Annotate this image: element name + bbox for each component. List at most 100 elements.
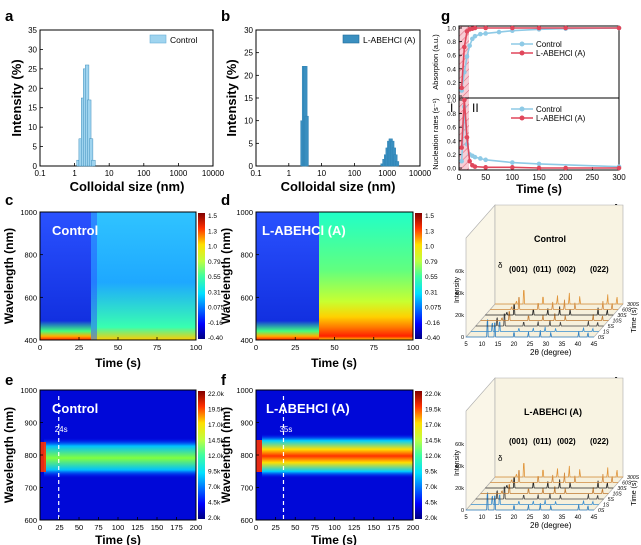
y-axis-label-c: Wavelength (nm) xyxy=(2,228,16,324)
colorbar-tick-c: 0.31 xyxy=(208,289,221,296)
y-axis-i: 0 20k 40k 60k xyxy=(455,442,464,514)
colorbar-tick-f: 2.0k xyxy=(425,515,438,522)
bar-a xyxy=(89,138,94,167)
y-tick-label-a: 25 xyxy=(28,65,37,74)
colorbar-tick-f: 17.0k xyxy=(425,422,442,429)
y-tick-label-e: 1000 xyxy=(20,386,37,395)
y-tick-label-b: 0 xyxy=(249,162,254,171)
axes-frame-b xyxy=(255,29,421,167)
colorbar-tick-c: 1.0 xyxy=(208,244,217,251)
y-tick-label-b: 5 xyxy=(249,139,254,148)
x-axis-c: 0 25 50 75 100 xyxy=(38,337,202,352)
peak-label-011-h: (011) xyxy=(533,265,552,274)
colorbar-labels-d: 1.5 1.3 1.0 0.79 0.55 0.31 0.075 -0.16 -0.40 xyxy=(425,213,442,342)
colorbar-tick-c: 1.5 xyxy=(208,213,217,220)
x-tick-label-i: 45 xyxy=(591,515,598,521)
y-tick-label-f: 800 xyxy=(240,451,253,460)
x-tick-label-a: 1 xyxy=(72,169,77,178)
x-tick-label-i: 30 xyxy=(543,515,550,521)
xrd-title-h: Control xyxy=(534,234,566,244)
colorbar-tick-f: 22.0k xyxy=(425,391,442,398)
y-axis-h: 0 20k 40k 60k xyxy=(455,269,464,341)
x-tick-label-i: 40 xyxy=(575,515,582,521)
series-point-g-top xyxy=(478,31,483,37)
y-tick-label-b: 20 xyxy=(244,71,253,80)
region-label-I: I xyxy=(450,101,453,115)
heatmap-band-f xyxy=(262,434,413,478)
x-tick-label-f: 100 xyxy=(328,523,341,532)
heatmap-after-c xyxy=(91,212,196,340)
colorbar-tick-c: 0.55 xyxy=(208,274,221,281)
xrd-trace-h xyxy=(490,297,619,310)
time-label-h: 1S xyxy=(603,330,610,336)
colorbar-tick-c: -0.40 xyxy=(208,335,223,342)
x-tick-label-b: 10 xyxy=(317,169,326,178)
chart-g: g 0.00.20.40.60.81.0 0.00.20.40.60.81.0 … xyxy=(431,8,626,196)
heatmap-title-e: Control xyxy=(52,401,98,416)
x-axis-label-h: 2θ (degree) xyxy=(530,348,572,357)
x-tick-label-b: 100 xyxy=(348,169,362,178)
legend-g-bottom: Control L-ABEHCl (A) xyxy=(511,105,586,123)
x-tick-label-b: 1000 xyxy=(378,169,396,178)
series-point-g-bottom xyxy=(462,97,467,103)
colorbar-labels-f: 22.0k 19.5k 17.0k 14.5k 12.0k 9.5k 7.0k 4.5k 2.0… xyxy=(425,391,442,522)
series-point-g-top xyxy=(464,54,470,59)
x-tick-label-d: 75 xyxy=(370,343,378,352)
colorbar-tick-e: 7.0k xyxy=(208,484,221,491)
colorbar-labels-e: 22.0k 19.5k 17.0k 14.5k 12.0k 9.5k 7.0k 4.5k 2.0… xyxy=(208,391,225,522)
colorbar-tick-d: 0.31 xyxy=(425,289,438,296)
x-axis-h: 5 10 15 20 25 30 35 40 45 xyxy=(464,342,598,348)
y-tick-label-d: 600 xyxy=(240,293,253,302)
colorbar-tick-f: 19.5k xyxy=(425,407,442,414)
y-tick-label-h: 40k xyxy=(455,291,464,297)
x-tick-label-f: 150 xyxy=(367,523,380,532)
y-tick-label-b: 15 xyxy=(244,94,253,103)
time-label-h: 0S xyxy=(598,335,605,341)
series-point-g-bottom xyxy=(510,160,515,165)
x-axis-d: 0 25 50 75 100 xyxy=(254,337,419,352)
y-tick-label-f: 900 xyxy=(240,419,253,428)
x-axis-f: 0 25 50 75 100 125 150 175 200 xyxy=(254,517,419,532)
x-axis-label-e: Time (s) xyxy=(95,533,141,545)
x-tick-label-g: 50 xyxy=(481,173,490,182)
series-point-g-top xyxy=(563,25,568,31)
legend-label-a: Control xyxy=(170,35,198,45)
y-tick-label-d: 800 xyxy=(240,251,253,260)
time-label-h: 30S xyxy=(617,313,627,319)
x-tick-label-h: 10 xyxy=(479,342,486,348)
xrd-trace-i xyxy=(490,470,619,483)
x-axis-e: 0 25 50 75 100 125 150 175 200 xyxy=(38,517,202,532)
colorbar-tick-e: 9.5k xyxy=(208,469,221,476)
legend-marker-g-top-abehcl xyxy=(519,50,525,56)
x-tick-label-f: 75 xyxy=(311,523,319,532)
y-axis-label-e: Wavelength (nm) xyxy=(2,407,16,503)
xrd-trace-i xyxy=(480,484,609,494)
colorbar-tick-e: 12.0k xyxy=(208,453,225,460)
x-tick-label-g: 250 xyxy=(586,173,600,182)
series-point-g-top xyxy=(616,25,622,31)
xrd-trace-i xyxy=(466,492,594,511)
y-tick-label-f: 1000 xyxy=(236,386,253,395)
xrd-traces-h xyxy=(466,290,623,338)
panel-label-d: d xyxy=(221,192,230,209)
xrd-title-i: L-ABEHCl (A) xyxy=(524,407,582,417)
colorbar-tick-e: 14.5k xyxy=(208,438,225,445)
x-tick-label-h: 20 xyxy=(511,342,518,348)
series-point-g-top xyxy=(510,25,515,31)
y-axis-d: 400 600 800 1000 xyxy=(236,208,259,345)
y-tick-label-d: 400 xyxy=(240,336,253,345)
x-tick-label-f: 0 xyxy=(254,523,258,532)
x-tick-label-a: 0.1 xyxy=(34,169,46,178)
y-axis-e: 600 700 800 900 1000 xyxy=(20,386,43,525)
series-point-g-bottom xyxy=(483,165,488,170)
y-tick-label-a: 20 xyxy=(28,84,37,93)
y-tick-label-a: 15 xyxy=(28,104,37,113)
y-tick-label-e: 600 xyxy=(24,516,37,525)
peak-label-001-h: (001) xyxy=(509,265,528,274)
axes-frame-g-top xyxy=(458,25,620,99)
x-axis-label-a: Colloidal size (nm) xyxy=(70,179,185,194)
xrd-trace-h xyxy=(475,313,604,327)
colorbar-tick-d: -0.16 xyxy=(425,320,440,327)
y-tick-label-g-bottom: 0.0 xyxy=(447,166,456,173)
y-tick-label-c: 800 xyxy=(24,251,37,260)
